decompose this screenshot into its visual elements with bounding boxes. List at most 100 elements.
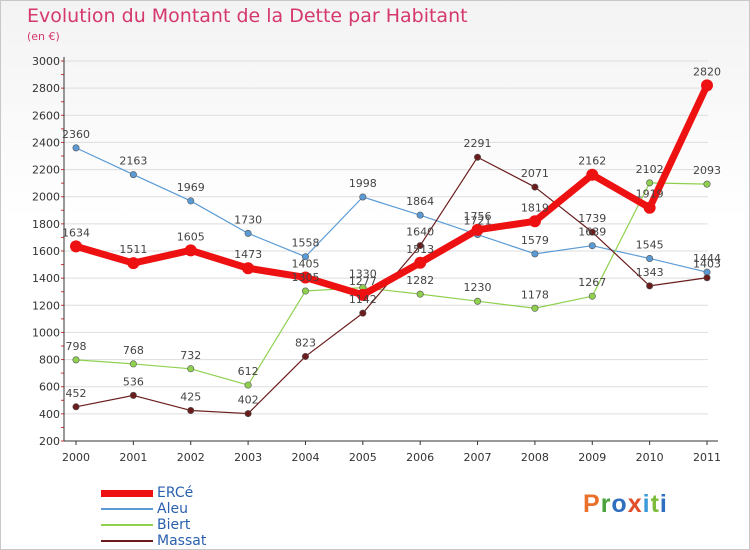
data-label: 1998: [349, 177, 377, 190]
data-label: 2291: [464, 137, 492, 150]
data-point: [299, 271, 312, 284]
data-point: [416, 290, 424, 298]
data-label: 1579: [521, 234, 549, 247]
data-point: [70, 240, 82, 253]
data-label: 536: [123, 375, 144, 388]
data-point: [588, 292, 596, 300]
series-line-massat: [75, 156, 708, 415]
data-point: [187, 197, 195, 205]
data-label: 1473: [234, 248, 262, 261]
x-tick-label: 2004: [291, 451, 319, 464]
y-tick-label: 1200: [32, 299, 60, 312]
data-point: [301, 352, 309, 360]
legend-label: ERCé: [157, 485, 194, 501]
data-label: 1305: [291, 271, 319, 284]
legend-swatch: [101, 540, 153, 542]
y-tick-label: 2200: [32, 164, 60, 177]
x-tick-label: 2006: [406, 451, 434, 464]
data-point: [586, 168, 599, 181]
data-label: 1277: [349, 275, 377, 288]
y-tick-label: 2600: [32, 109, 60, 122]
data-label: 425: [180, 390, 201, 403]
data-label: 798: [66, 340, 87, 353]
data-label: 1511: [119, 243, 147, 256]
data-label: 452: [66, 387, 87, 400]
data-point: [414, 256, 427, 269]
data-point: [416, 242, 424, 250]
data-point: [643, 201, 656, 214]
data-point: [72, 403, 80, 411]
data-point: [184, 244, 197, 257]
data-label: 1730: [234, 213, 262, 226]
data-point: [359, 309, 367, 317]
y-tick-label: 1000: [32, 326, 60, 339]
data-point: [187, 365, 195, 373]
legend-swatch: [101, 524, 153, 526]
y-tick-label: 2000: [32, 191, 60, 204]
data-label: 2163: [119, 155, 147, 168]
data-point: [416, 211, 424, 219]
data-point: [531, 183, 539, 191]
x-tick-label: 2005: [349, 451, 377, 464]
data-point: [356, 288, 369, 301]
legend-label: Biert: [157, 517, 191, 533]
series-line-ercé: [75, 83, 711, 299]
data-label: 1142: [349, 293, 377, 306]
data-label: 1969: [177, 181, 205, 194]
x-tick-label: 2000: [62, 451, 90, 464]
data-point: [244, 381, 252, 389]
data-point: [588, 242, 596, 250]
legend-label: Massat: [157, 533, 207, 549]
legend-swatch: [101, 508, 153, 510]
data-point: [474, 153, 482, 161]
y-tick-label: 600: [39, 381, 60, 394]
data-label: 1267: [578, 276, 606, 289]
data-point: [703, 180, 711, 188]
data-point: [242, 262, 255, 275]
legend-item: Aleu: [101, 501, 206, 517]
data-point: [72, 356, 80, 364]
x-tick-label: 2010: [636, 451, 664, 464]
series-line-biert: [75, 182, 708, 386]
legend-item: Massat: [101, 533, 206, 549]
y-tick-label: 200: [39, 435, 60, 448]
data-point: [72, 144, 80, 152]
y-tick-label: 2800: [32, 82, 60, 95]
y-tick-label: 1600: [32, 245, 60, 258]
data-point: [703, 274, 711, 282]
legend-item: Biert: [101, 517, 206, 533]
series-line-aleu: [75, 147, 708, 273]
data-label: 732: [180, 349, 201, 362]
y-tick-label: 1400: [32, 272, 60, 285]
data-label: 1819: [521, 201, 549, 214]
data-point: [646, 254, 654, 262]
data-label: 1282: [406, 274, 434, 287]
x-tick-label: 2002: [177, 451, 205, 464]
data-label: 2093: [693, 164, 721, 177]
data-point: [531, 250, 539, 258]
data-label: 1864: [406, 195, 434, 208]
data-label: 2820: [693, 65, 721, 78]
data-label: 2360: [62, 128, 90, 141]
chart-subtitle: (en €): [27, 30, 60, 43]
x-tick-label: 2007: [464, 451, 492, 464]
data-label: 612: [238, 365, 259, 378]
data-label: 2102: [636, 163, 664, 176]
data-point: [471, 223, 484, 236]
y-tick-label: 400: [39, 408, 60, 421]
x-tick-label: 2003: [234, 451, 262, 464]
data-label: 1634: [62, 226, 90, 239]
x-tick-label: 2008: [521, 451, 549, 464]
data-point: [244, 410, 252, 418]
data-label: 823: [295, 336, 316, 349]
x-tick-label: 2009: [578, 451, 606, 464]
x-tick-label: 2011: [693, 451, 721, 464]
data-label: 1639: [578, 226, 606, 239]
data-label: 1513: [406, 243, 434, 256]
data-label: 1919: [636, 188, 664, 201]
data-point: [187, 406, 195, 414]
data-point: [301, 253, 309, 261]
data-label: 1330: [349, 268, 377, 281]
y-tick-label: 800: [39, 354, 60, 367]
